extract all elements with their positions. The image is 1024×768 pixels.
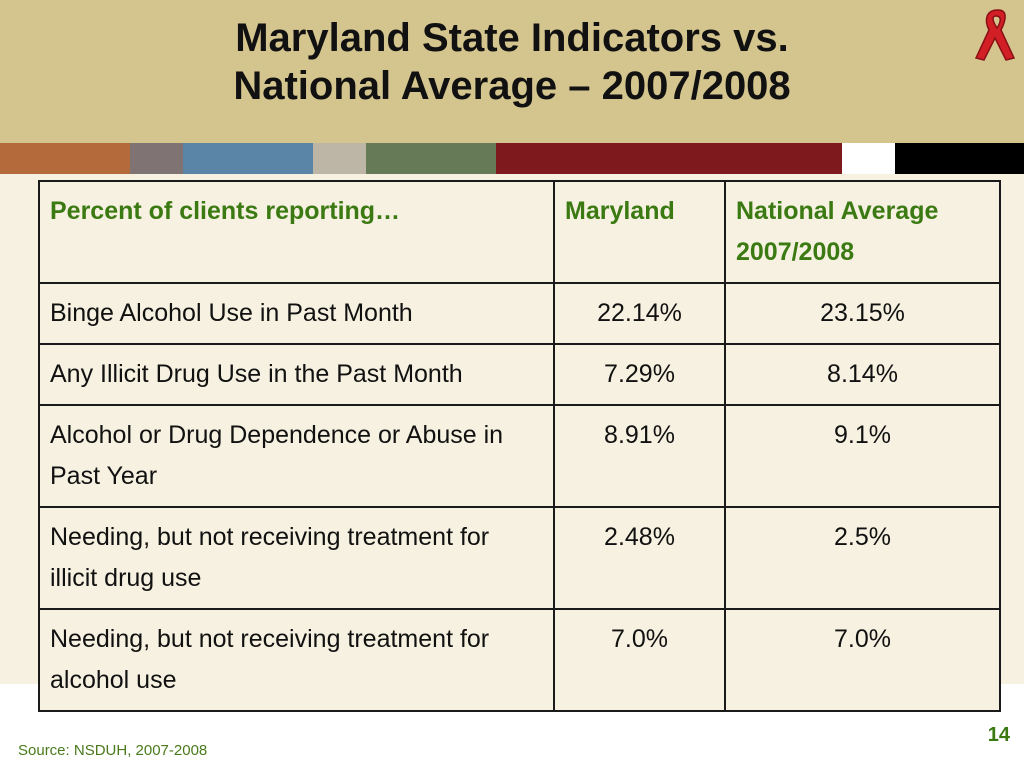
header-indicator: Percent of clients reporting… bbox=[38, 180, 555, 284]
table-row: Needing, but not receiving treatment for… bbox=[38, 608, 1001, 712]
red-ribbon-icon bbox=[974, 9, 1016, 61]
row-national-value: 9.1% bbox=[724, 404, 1001, 508]
row-national-value: 8.14% bbox=[724, 343, 1001, 406]
color-stripe-bar bbox=[0, 143, 1024, 174]
row-label: Needing, but not receiving treatment for… bbox=[38, 506, 555, 610]
source-note: Source: NSDUH, 2007-2008 bbox=[18, 742, 208, 759]
row-maryland-value: 7.0% bbox=[553, 608, 726, 712]
row-label: Needing, but not receiving treatment for… bbox=[38, 608, 555, 712]
header-maryland: Maryland bbox=[553, 180, 726, 284]
stripe-5 bbox=[366, 143, 496, 174]
title-line-1: Maryland State Indicators vs. bbox=[235, 16, 789, 60]
row-national-value: 7.0% bbox=[724, 608, 1001, 712]
stripe-8 bbox=[895, 143, 1024, 174]
table-row: Binge Alcohol Use in Past Month 22.14% 2… bbox=[38, 282, 1001, 345]
header-national-average: National Average 2007/2008 bbox=[724, 180, 1001, 284]
stripe-2 bbox=[130, 143, 183, 174]
table-row: Needing, but not receiving treatment for… bbox=[38, 506, 1001, 610]
stripe-4 bbox=[313, 143, 366, 174]
row-national-value: 23.15% bbox=[724, 282, 1001, 345]
table-header-row: Percent of clients reporting… Maryland N… bbox=[38, 180, 1001, 284]
stripe-1 bbox=[0, 143, 130, 174]
row-national-value: 2.5% bbox=[724, 506, 1001, 610]
stripe-6 bbox=[496, 143, 842, 174]
row-label: Binge Alcohol Use in Past Month bbox=[38, 282, 555, 345]
indicators-table: Percent of clients reporting… Maryland N… bbox=[38, 180, 1001, 712]
title-band bbox=[0, 0, 1024, 143]
table-row: Any Illicit Drug Use in the Past Month 7… bbox=[38, 343, 1001, 406]
row-maryland-value: 2.48% bbox=[553, 506, 726, 610]
stripe-3 bbox=[183, 143, 313, 174]
row-label: Any Illicit Drug Use in the Past Month bbox=[38, 343, 555, 406]
title-line-2: National Average – 2007/2008 bbox=[233, 64, 791, 108]
row-maryland-value: 7.29% bbox=[553, 343, 726, 406]
row-label: Alcohol or Drug Dependence or Abuse in P… bbox=[38, 404, 555, 508]
slide-title: Maryland State Indicators vs. National A… bbox=[0, 14, 1024, 110]
row-maryland-value: 22.14% bbox=[553, 282, 726, 345]
stripe-7 bbox=[842, 143, 895, 174]
table-row: Alcohol or Drug Dependence or Abuse in P… bbox=[38, 404, 1001, 508]
row-maryland-value: 8.91% bbox=[553, 404, 726, 508]
page-number: 14 bbox=[987, 724, 1010, 746]
